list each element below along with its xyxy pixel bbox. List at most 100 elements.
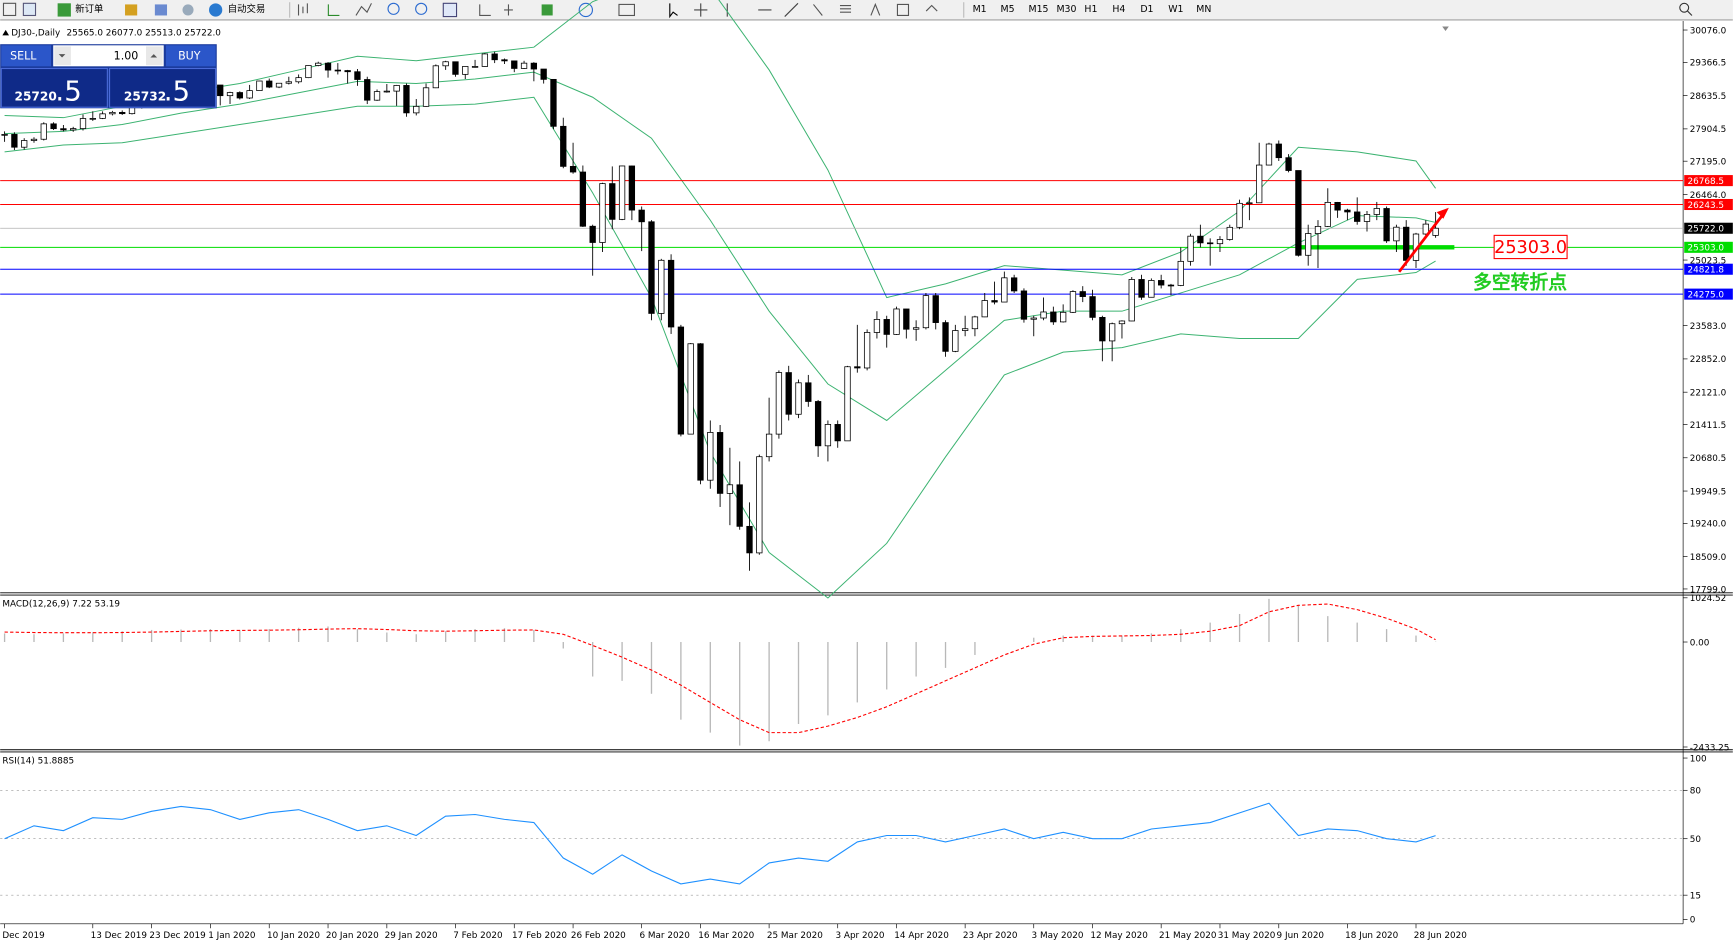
candle-body — [383, 90, 390, 93]
buy-price-frac[interactable]: .5 — [164, 75, 190, 108]
timeframe-button[interactable]: M30 — [1056, 4, 1076, 15]
buy-price-box[interactable] — [109, 67, 217, 108]
candle-body — [40, 123, 47, 140]
icon[interactable] — [2, 2, 17, 17]
icon[interactable] — [479, 4, 513, 17]
auto-trade-button[interactable]: 自动交易 — [228, 3, 266, 15]
x-tick-label: 9 Jun 2020 — [1277, 931, 1325, 941]
icon[interactable] — [355, 3, 372, 16]
candle-body — [1295, 170, 1302, 256]
candle-body — [756, 456, 763, 554]
y-tick-label: 80 — [1690, 787, 1702, 797]
candle-body — [667, 259, 675, 328]
candle-body — [530, 62, 538, 70]
icon[interactable] — [297, 3, 308, 16]
y-tick-label: 25023.5 — [1690, 256, 1727, 266]
icon[interactable] — [22, 2, 37, 17]
search-icon[interactable] — [1679, 2, 1690, 13]
candle-body — [765, 433, 773, 458]
x-tick-label: Dec 2019 — [2, 931, 44, 941]
timeframe-button[interactable]: D1 — [1140, 4, 1153, 15]
x-tick-label: 16 Mar 2020 — [698, 931, 754, 941]
candle-body — [1305, 233, 1312, 256]
candle-body — [432, 65, 440, 89]
icon[interactable] — [154, 4, 168, 16]
current-price-label: 25722.0 — [1688, 225, 1725, 235]
candle-body — [1040, 311, 1047, 319]
timeframe-button[interactable]: W1 — [1168, 4, 1183, 15]
candle-body — [1069, 291, 1077, 313]
timeframe-button[interactable]: M15 — [1028, 4, 1048, 15]
candle-body — [334, 69, 341, 72]
x-tick-label: 28 Jun 2020 — [1414, 931, 1467, 941]
candle-body — [1099, 316, 1106, 342]
candle-body — [1059, 311, 1067, 323]
chart-area — [0, 20, 1733, 947]
candle-body — [560, 125, 567, 167]
candle-body — [99, 113, 106, 119]
y-tick-label: 22852.0 — [1690, 355, 1727, 365]
buy-button[interactable] — [165, 45, 216, 67]
timeframe-button[interactable]: MN — [1196, 4, 1211, 15]
icon[interactable] — [442, 2, 458, 18]
new-order-button[interactable]: 新订单 — [75, 3, 103, 15]
y-tick-label: 17799.0 — [1690, 585, 1727, 595]
candle-body — [579, 171, 587, 227]
draw-tools[interactable] — [813, 4, 852, 16]
icon[interactable] — [541, 4, 553, 16]
zoom-out[interactable] — [415, 2, 428, 15]
timeframe-button[interactable]: M1 — [973, 4, 987, 15]
x-tick-label: 3 May 2020 — [1032, 931, 1084, 941]
candle-body — [354, 71, 361, 80]
candle-body — [795, 382, 802, 415]
annotation-label: 多空转折点 — [1473, 270, 1567, 293]
icon[interactable] — [618, 3, 635, 17]
annotation-price: 25303.0 — [1494, 238, 1567, 258]
draw-tools[interactable] — [870, 2, 938, 17]
search-icon[interactable] — [1687, 10, 1693, 16]
icon[interactable] — [327, 4, 340, 17]
x-tick-label: 3 Apr 2020 — [836, 931, 885, 941]
candle-body — [1197, 235, 1204, 244]
sell-price[interactable]: 25720 — [15, 90, 57, 104]
auto-trade-icon[interactable] — [209, 3, 223, 17]
zoom-in[interactable] — [387, 2, 400, 15]
icon[interactable] — [182, 4, 194, 16]
new-order-icon[interactable] — [57, 3, 71, 17]
candle-body — [991, 300, 998, 303]
timeframe-button[interactable]: H4 — [1112, 4, 1125, 15]
candle-body — [1020, 290, 1028, 320]
candle-body — [961, 328, 969, 331]
candle-body — [89, 118, 96, 120]
sell-button[interactable] — [1, 45, 51, 67]
chart-title: DJ30-,Daily — [11, 28, 60, 38]
candle-body — [618, 165, 626, 220]
icon[interactable] — [578, 2, 594, 18]
candle-body — [275, 82, 283, 88]
symbol-marker — [2, 29, 10, 36]
candle-body — [393, 85, 400, 92]
sell-price-box[interactable] — [0, 67, 108, 108]
timeframe-button[interactable]: M5 — [1001, 4, 1015, 15]
candle-body — [736, 484, 743, 527]
y-tick-label: 50 — [1690, 835, 1702, 845]
sell-label[interactable]: SELL — [10, 50, 37, 63]
candle-body — [226, 92, 234, 97]
buy-price[interactable]: 25732 — [124, 90, 166, 104]
buy-label[interactable]: BUY — [178, 50, 201, 63]
lot-value[interactable]: 1.00 — [114, 50, 139, 63]
toolbar: 新订单 自动交易 M1 M5 M15 M30 H1 H4 D1 W1 MN — [0, 0, 1733, 21]
timeframe-button[interactable]: H1 — [1084, 4, 1097, 15]
icon[interactable] — [125, 4, 138, 16]
lot-field[interactable] — [53, 45, 164, 67]
candle-body — [403, 85, 410, 114]
draw-tools[interactable] — [694, 2, 799, 17]
candle-body — [863, 332, 871, 369]
rsi-line — [4, 802, 1436, 885]
sell-price-frac[interactable]: .5 — [55, 75, 81, 108]
candle-body — [1256, 164, 1263, 204]
candle-body — [1265, 143, 1273, 166]
cursor-tool[interactable] — [669, 3, 678, 19]
x-tick-label: 6 Mar 2020 — [639, 931, 690, 941]
y-tick-label: 18509.0 — [1690, 553, 1727, 563]
